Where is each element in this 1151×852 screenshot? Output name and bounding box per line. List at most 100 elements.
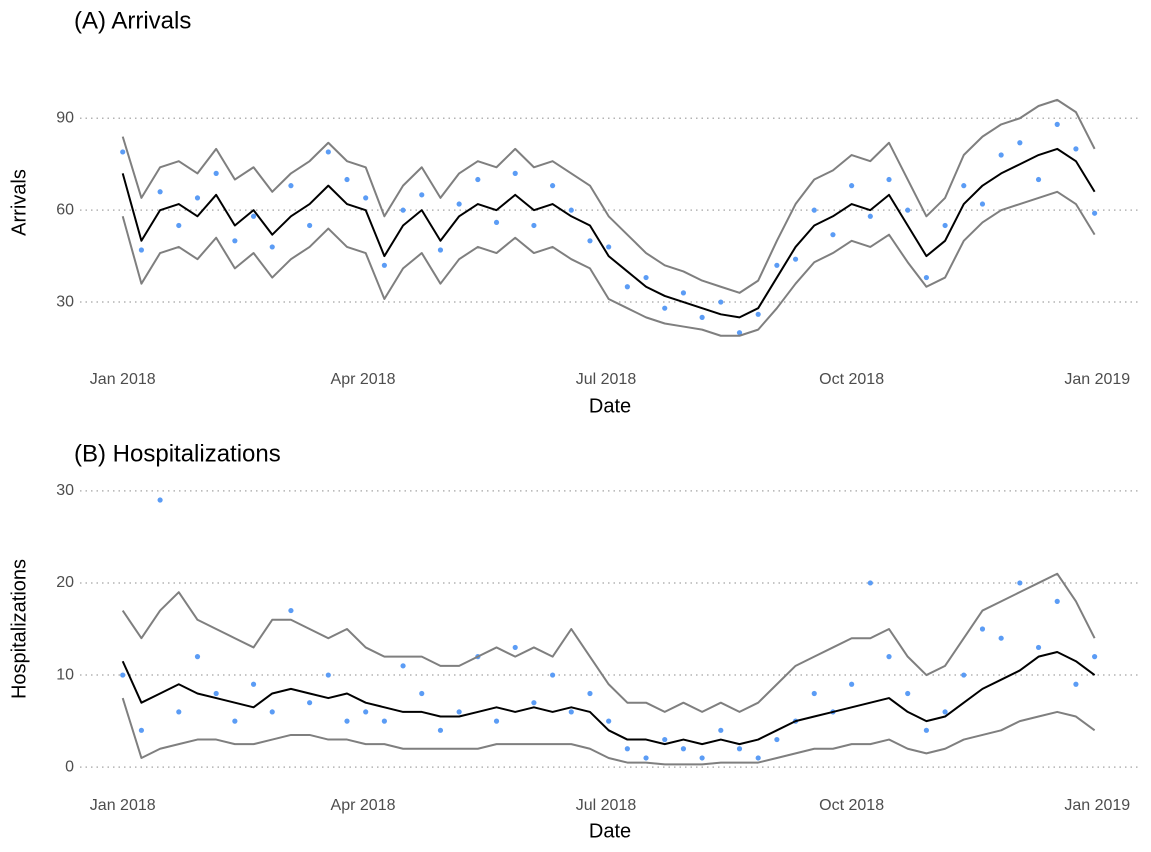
data-point (157, 497, 163, 503)
data-point (849, 681, 855, 687)
data-point (1054, 598, 1060, 604)
data-point (138, 247, 145, 253)
data-point (1073, 146, 1079, 152)
x-axis-title: Date (589, 820, 631, 842)
data-point (662, 305, 668, 311)
y-tick-label: 30 (56, 293, 74, 310)
data-point (493, 718, 500, 724)
data-point (942, 222, 948, 229)
x-tick-label: Oct 2018 (819, 797, 884, 814)
x-axis-title: Date (589, 395, 631, 417)
panel-title: (A) Arrivals (74, 7, 191, 34)
data-point (736, 746, 743, 752)
data-point (811, 207, 817, 213)
data-point (344, 718, 350, 724)
data-point (1035, 644, 1042, 651)
data-point (138, 727, 145, 733)
y-tick-label: 20 (56, 574, 74, 591)
data-point (736, 330, 743, 336)
y-tick-label: 90 (56, 109, 74, 126)
data-point (699, 755, 705, 761)
y-tick-label: 60 (56, 201, 74, 218)
x-tick-label: Jan 2019 (1064, 371, 1130, 388)
data-point (1017, 580, 1023, 586)
data-point (325, 149, 331, 155)
data-point (1035, 176, 1042, 183)
data-point (606, 244, 612, 250)
data-point (662, 736, 668, 743)
data-point (531, 222, 537, 229)
data-point (643, 274, 649, 281)
data-point (979, 626, 986, 632)
data-point (905, 690, 911, 697)
data-point (1073, 681, 1079, 687)
x-tick-label: Jan 2018 (90, 797, 156, 814)
data-point (194, 654, 201, 660)
x-tick-label: Jan 2018 (90, 371, 156, 388)
data-point (307, 222, 313, 229)
data-point (1092, 654, 1098, 660)
data-point (493, 219, 500, 226)
data-point (961, 183, 967, 189)
data-point (194, 195, 201, 201)
x-tick-label: Oct 2018 (819, 371, 884, 388)
data-point (587, 690, 593, 697)
x-tick-label: Apr 2018 (331, 797, 396, 814)
data-point (867, 213, 873, 219)
data-point (157, 189, 163, 195)
data-point (512, 170, 518, 176)
data-point (643, 755, 649, 761)
data-point (923, 274, 929, 281)
data-point (344, 176, 350, 183)
data-point (680, 290, 687, 296)
x-tick-label: Jan 2019 (1064, 797, 1130, 814)
data-point (363, 195, 369, 201)
data-point (363, 709, 369, 715)
y-tick-label: 10 (56, 666, 74, 683)
data-point (213, 690, 219, 697)
data-point (680, 746, 687, 752)
series-line (121, 98, 1096, 294)
data-point (624, 284, 630, 290)
panel-title: (B) Hospitalizations (74, 440, 281, 467)
data-point (1092, 210, 1098, 216)
data-point (849, 183, 855, 189)
data-point (419, 192, 425, 198)
x-tick-label: Jul 2018 (576, 371, 637, 388)
series-line (121, 190, 1096, 337)
data-point (400, 207, 406, 213)
y-tick-label: 30 (56, 482, 74, 499)
data-point (232, 718, 238, 724)
data-point (830, 232, 836, 238)
data-point (1054, 121, 1060, 127)
data-point (419, 690, 425, 697)
x-tick-label: Jul 2018 (576, 797, 637, 814)
data-point (718, 299, 724, 305)
data-point (176, 709, 182, 715)
series-line (121, 697, 1096, 766)
data-point (699, 314, 705, 320)
data-point (456, 709, 462, 715)
data-point (886, 176, 892, 183)
data-point (250, 213, 257, 219)
data-point (512, 644, 518, 651)
data-point (811, 690, 817, 697)
series-line (121, 147, 1096, 319)
data-point (886, 654, 892, 660)
data-point (381, 718, 387, 724)
data-point (718, 727, 724, 733)
data-point (288, 607, 294, 614)
data-point (568, 709, 574, 715)
data-point (456, 201, 462, 207)
data-point (269, 244, 275, 250)
y-tick-label: 0 (65, 758, 74, 775)
data-point (437, 727, 444, 733)
data-point (606, 718, 612, 724)
data-point (1017, 140, 1023, 146)
data-point (325, 672, 331, 678)
data-point (288, 183, 294, 189)
series-line (121, 572, 1096, 713)
data-point (792, 256, 799, 262)
data-point (568, 207, 574, 213)
